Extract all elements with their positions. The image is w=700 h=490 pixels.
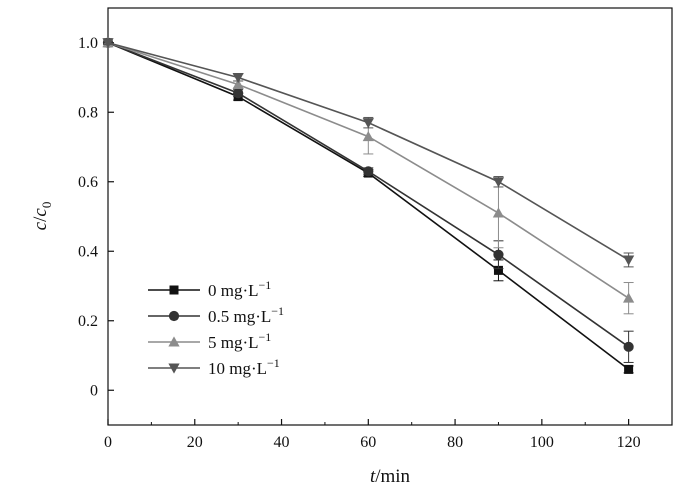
data-point — [492, 207, 505, 218]
plot-frame — [107, 7, 673, 426]
x-tick-label: 80 — [447, 434, 463, 451]
legend-label-text: 0.5 mg·L — [208, 307, 271, 326]
x-tick-label: 0 — [104, 434, 112, 451]
data-point — [232, 78, 244, 89]
y-tick-label: 0 — [90, 382, 98, 399]
data-point — [622, 255, 635, 266]
legend-label-superscript: −1 — [259, 278, 272, 292]
legend-item: 0.5 mg·L−1 — [148, 304, 284, 326]
series-line — [107, 42, 630, 371]
legend-label: 5 mg·L−1 — [208, 330, 271, 352]
series-layer — [102, 37, 635, 374]
legend-label: 0 mg·L−1 — [208, 278, 271, 300]
series-3 — [102, 38, 635, 268]
legend-item: 10 mg·L−1 — [148, 356, 280, 378]
x-tick-label: 40 — [274, 434, 290, 451]
legend-item: 5 mg·L−1 — [148, 330, 271, 352]
series-line — [107, 42, 630, 348]
data-point — [492, 177, 505, 188]
y-tick-label: 0.6 — [78, 174, 98, 191]
y-tick-label: 0.4 — [78, 243, 98, 260]
legend-item: 0 mg·L−1 — [148, 278, 271, 300]
data-point — [363, 166, 374, 177]
y-tick-label: 1.0 — [78, 35, 98, 52]
data-point — [622, 292, 635, 303]
legend-label-text: 5 mg·L — [208, 333, 259, 352]
series-1 — [102, 37, 634, 363]
legend-marker — [169, 285, 179, 295]
x-tick-label: 120 — [617, 434, 641, 451]
series-0 — [103, 38, 634, 374]
data-point — [362, 118, 374, 129]
legend-label-text: 10 mg·L — [208, 359, 267, 378]
data-point — [493, 265, 503, 275]
data-point — [102, 38, 114, 49]
x-tick-label: 100 — [530, 434, 554, 451]
y-tick-label: 0.8 — [78, 104, 98, 121]
axis-ticks: 0 20 40 60 80 100 120 0 0.2 0.4 0.6 0.8 1.0 — [78, 35, 641, 451]
data-point — [233, 88, 244, 99]
legend-label: 10 mg·L−1 — [208, 356, 280, 378]
data-point — [623, 341, 634, 352]
legend-marker — [168, 336, 180, 347]
y-tick-label: 0.2 — [78, 313, 98, 330]
legend-label-superscript: −1 — [267, 356, 280, 370]
legend: 0 mg·L−10.5 mg·L−15 mg·L−110 mg·L−1 — [148, 278, 284, 378]
legend-marker — [168, 363, 180, 374]
legend-label-superscript: −1 — [259, 330, 272, 344]
legend-label: 0.5 mg·L−1 — [208, 304, 284, 326]
data-point — [493, 249, 504, 260]
x-axis-label: t/min — [370, 466, 411, 487]
legend-label-text: 0 mg·L — [208, 281, 259, 300]
legend-label-superscript: −1 — [271, 304, 284, 318]
x-tick-label: 20 — [187, 434, 203, 451]
data-point — [362, 130, 374, 142]
data-point — [624, 364, 634, 374]
x-tick-label: 60 — [360, 434, 376, 451]
legend-marker — [168, 310, 180, 322]
data-point — [232, 73, 244, 84]
y-axis-label: c/c0 — [30, 202, 54, 231]
